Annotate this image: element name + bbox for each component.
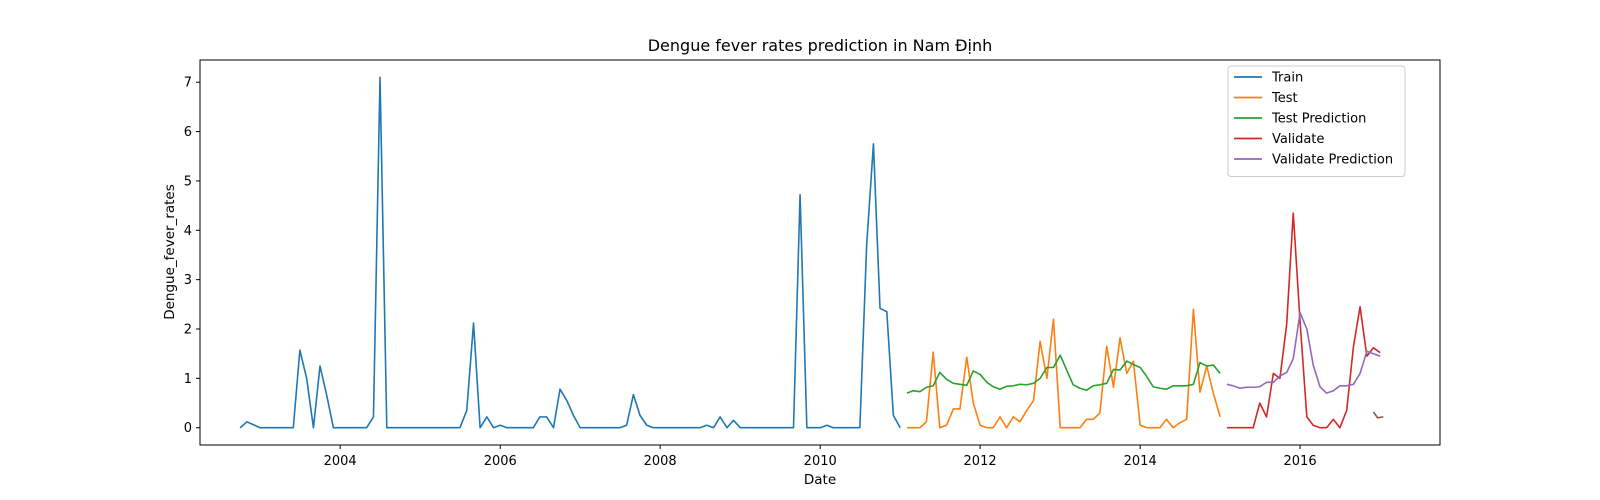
legend-label: Test Prediction: [1271, 112, 1366, 127]
y-tick-label: 5: [184, 174, 192, 189]
legend-label: Test: [1271, 91, 1298, 106]
x-tick-label: 2016: [1284, 454, 1317, 469]
x-tick-label: 2010: [804, 454, 837, 469]
series-line-test: [906, 308, 1221, 429]
x-axis-label: Date: [804, 472, 836, 488]
series-line-validate: [1226, 212, 1381, 429]
chart-title: Dengue fever rates prediction in Nam Địn…: [648, 36, 993, 55]
x-tick-label: 2012: [964, 454, 997, 469]
y-axis-label: Dengue_fever_rates: [162, 184, 178, 320]
x-tick-label: 2014: [1124, 454, 1157, 469]
legend-label: Validate Prediction: [1272, 153, 1393, 168]
legend-box: [1227, 65, 1406, 177]
plot-area: [239, 76, 1384, 429]
series-line-unnamed-5: [1372, 411, 1384, 419]
series-line-test-prediction: [906, 354, 1221, 394]
x-tick-label: 2008: [644, 454, 677, 469]
y-tick-label: 0: [184, 421, 192, 436]
y-tick-label: 3: [184, 273, 192, 288]
y-axis: 0 1 2 3 4 5 6 7: [184, 76, 200, 436]
y-tick-label: 1: [184, 372, 192, 387]
legend-label: Validate: [1272, 132, 1324, 147]
legend: Train Test Test Prediction Validate Validate…: [1227, 65, 1406, 177]
y-tick-label: 4: [184, 224, 192, 239]
legend-label: Train: [1271, 71, 1303, 86]
x-axis: 2004 2006 2008 2010 2012 2014 2016: [324, 445, 1317, 469]
x-tick-label: 2006: [484, 454, 517, 469]
y-tick-label: 6: [184, 125, 192, 140]
x-tick-label: 2004: [324, 454, 357, 469]
series-line-train: [239, 76, 901, 429]
y-tick-label: 7: [184, 76, 192, 91]
y-tick-label: 2: [184, 323, 192, 338]
series-line-validate-prediction: [1226, 311, 1381, 394]
